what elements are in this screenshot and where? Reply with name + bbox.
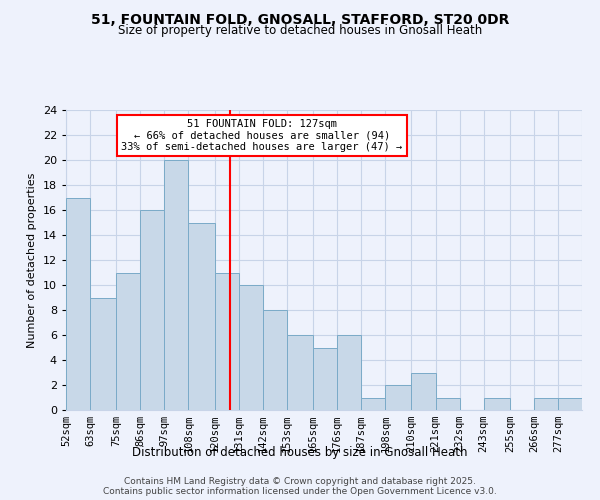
Text: Contains HM Land Registry data © Crown copyright and database right 2025.: Contains HM Land Registry data © Crown c… <box>124 476 476 486</box>
Bar <box>239 285 263 410</box>
Bar <box>337 335 361 410</box>
Bar <box>484 398 510 410</box>
Bar <box>313 348 337 410</box>
Text: Contains public sector information licensed under the Open Government Licence v3: Contains public sector information licen… <box>103 486 497 496</box>
Bar <box>385 385 412 410</box>
Bar <box>558 398 582 410</box>
Bar <box>90 298 116 410</box>
Text: Distribution of detached houses by size in Gnosall Heath: Distribution of detached houses by size … <box>132 446 468 459</box>
Bar <box>263 310 287 410</box>
Bar <box>66 198 90 410</box>
Bar <box>140 210 164 410</box>
Bar <box>534 398 558 410</box>
Bar <box>412 372 436 410</box>
Bar <box>287 335 313 410</box>
Bar <box>188 222 215 410</box>
Bar <box>436 398 460 410</box>
Bar <box>116 272 140 410</box>
Text: Size of property relative to detached houses in Gnosall Heath: Size of property relative to detached ho… <box>118 24 482 37</box>
Y-axis label: Number of detached properties: Number of detached properties <box>27 172 37 348</box>
Bar <box>361 398 385 410</box>
Text: 51 FOUNTAIN FOLD: 127sqm
← 66% of detached houses are smaller (94)
33% of semi-d: 51 FOUNTAIN FOLD: 127sqm ← 66% of detach… <box>121 119 403 152</box>
Bar <box>164 160 188 410</box>
Bar <box>215 272 239 410</box>
Text: 51, FOUNTAIN FOLD, GNOSALL, STAFFORD, ST20 0DR: 51, FOUNTAIN FOLD, GNOSALL, STAFFORD, ST… <box>91 12 509 26</box>
